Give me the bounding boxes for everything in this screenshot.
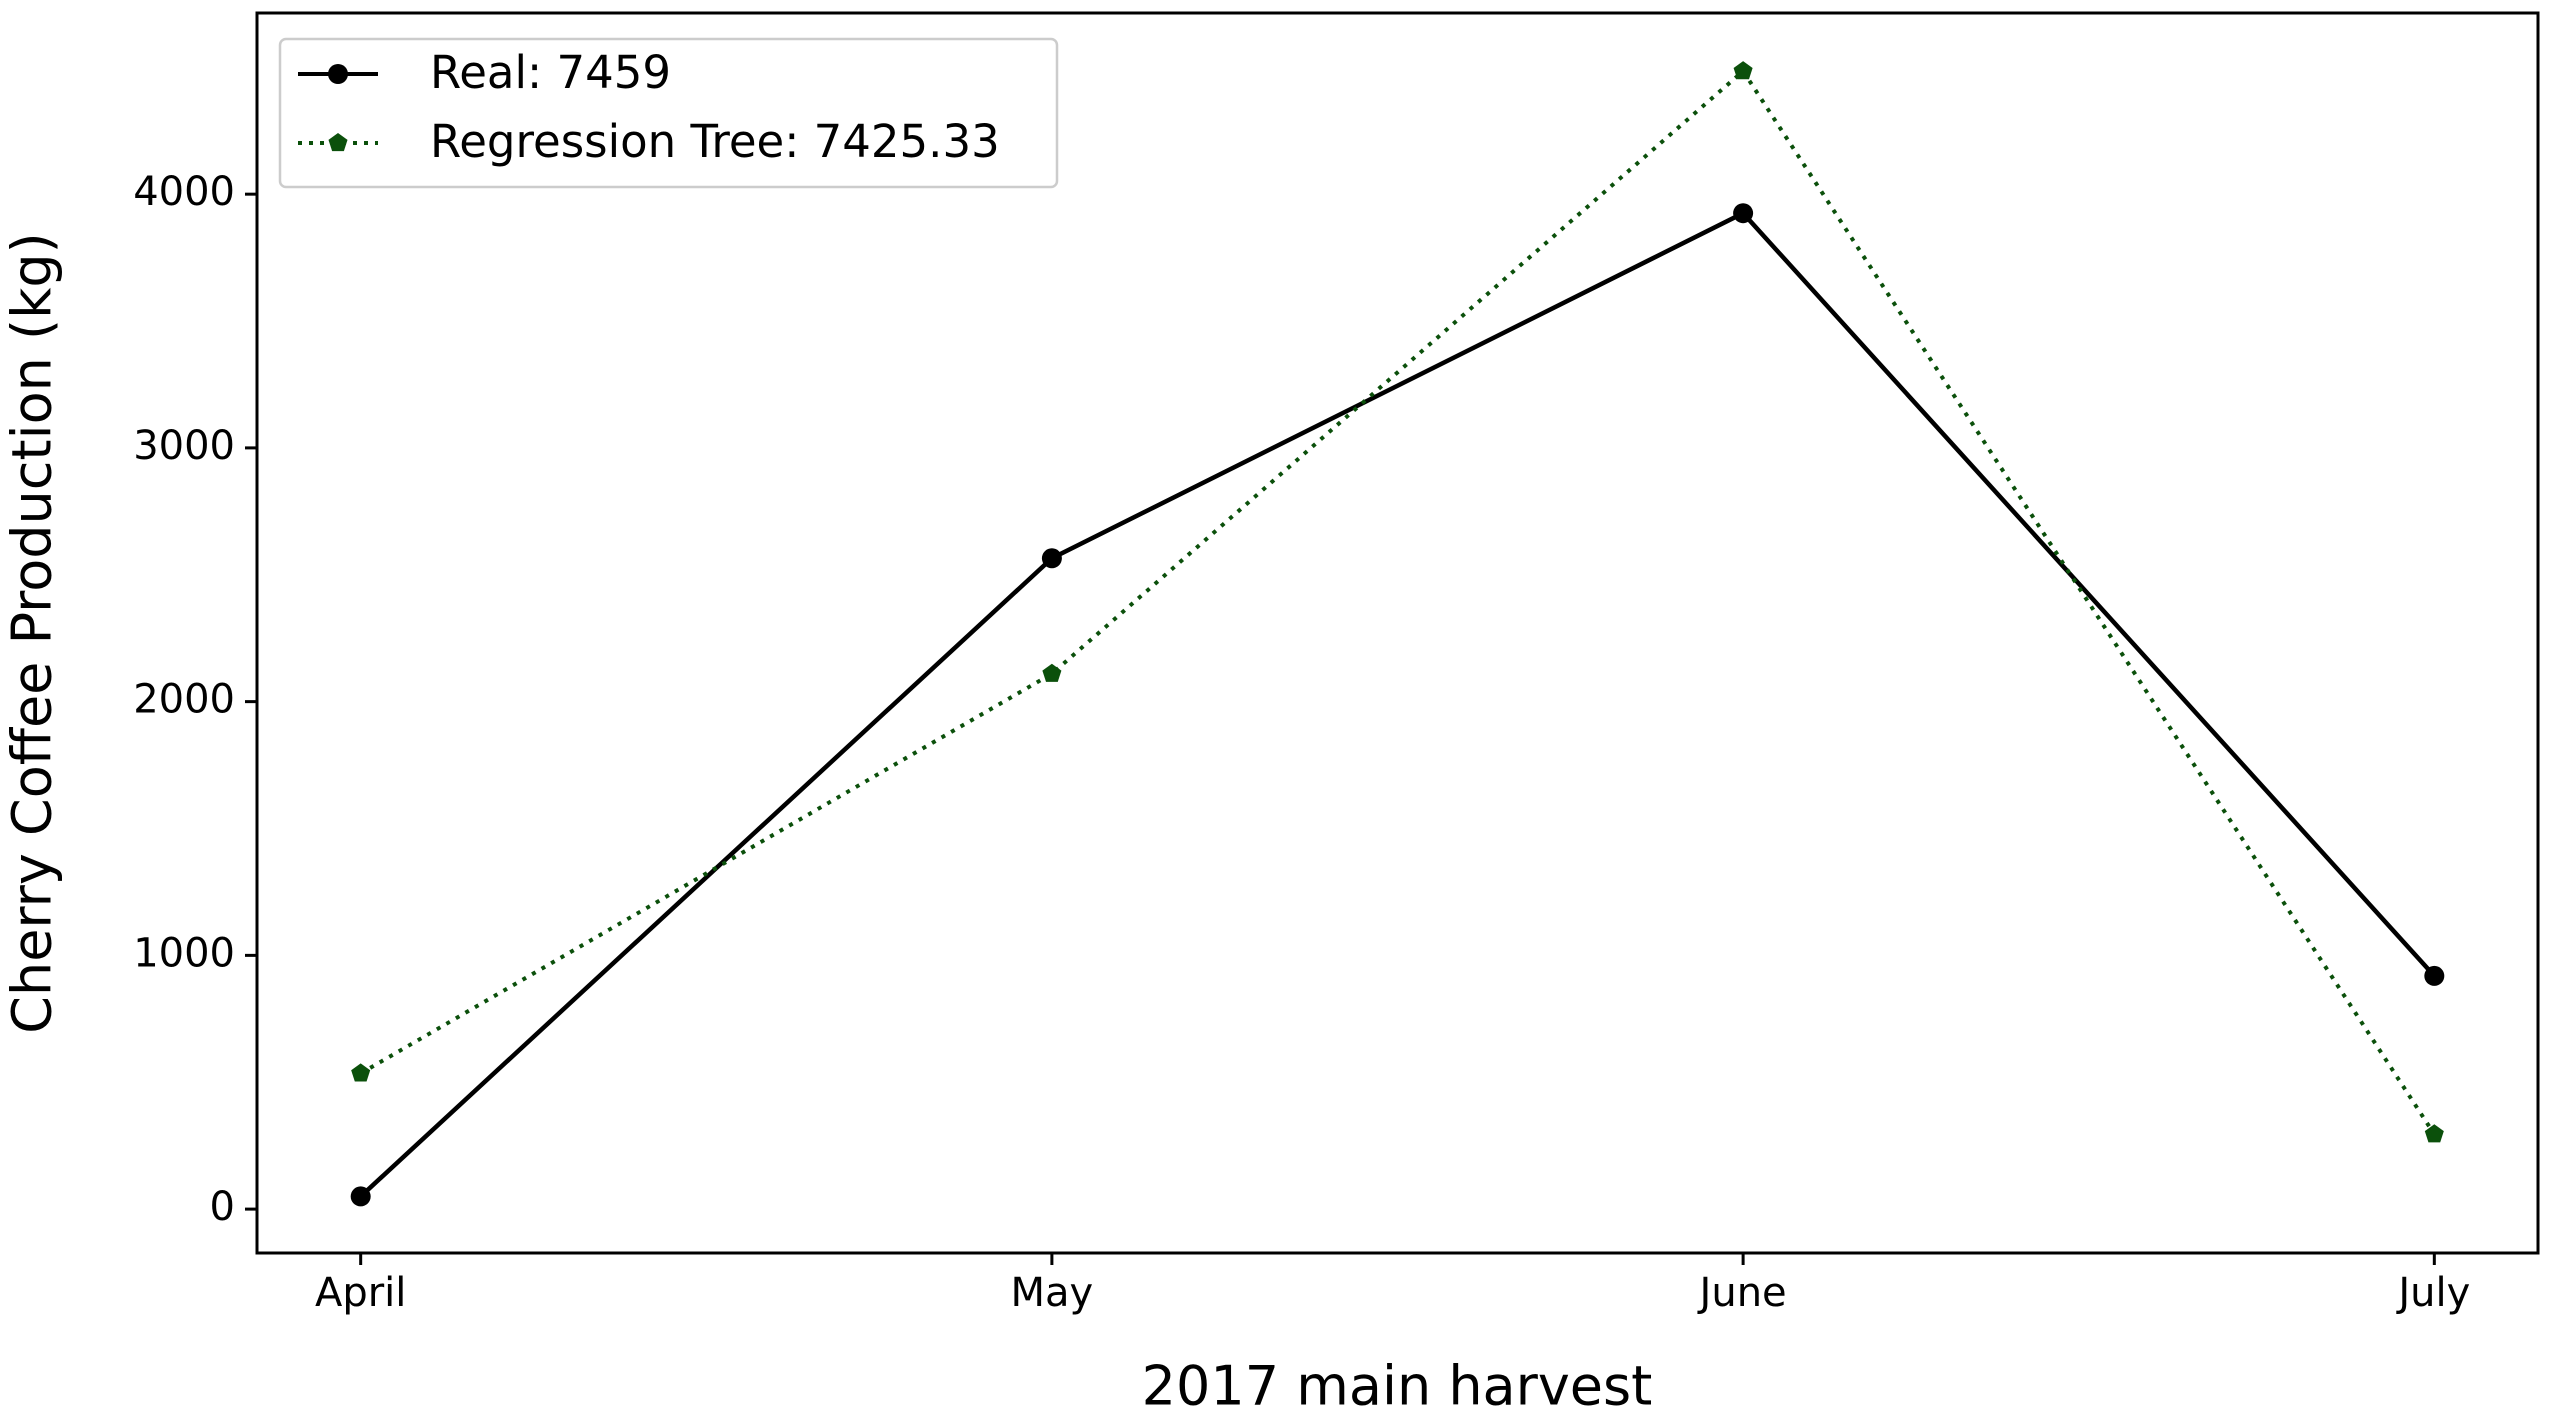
x-tick-label: April: [315, 1270, 406, 1316]
series-line: [359, 210, 2436, 1199]
y-tick-label: 4000: [133, 169, 235, 215]
data-point: [2424, 1124, 2444, 1143]
data-point: [1041, 548, 1062, 569]
data-point: [1042, 663, 1062, 682]
x-tick-label: June: [1697, 1270, 1787, 1316]
data-point: [2424, 965, 2445, 986]
data-point: [1733, 61, 1753, 80]
data-point: [351, 1063, 371, 1082]
legend-label: Regression Tree: 7425.33: [430, 115, 1000, 168]
legend-marker: [328, 64, 348, 84]
plot-frame: [255, 11, 2540, 1255]
legend-label: Real: 7459: [430, 46, 671, 99]
x-tick-label: May: [1011, 1270, 1094, 1316]
series-line: [359, 68, 2436, 1136]
y-tick-label: 0: [210, 1184, 235, 1230]
y-axis-label: Cherry Coffee Production (kg): [1, 232, 64, 1033]
y-tick-label: 1000: [133, 930, 235, 976]
data-point: [1733, 203, 1754, 224]
x-axis-label: 2017 main harvest: [1142, 1355, 1653, 1418]
y-tick-label: 3000: [133, 423, 235, 469]
legend-marker: [328, 133, 348, 152]
legend-box: [278, 37, 1059, 189]
y-tick-label: 2000: [133, 677, 235, 723]
data-point: [350, 1186, 371, 1207]
x-tick-label: July: [2395, 1270, 2470, 1316]
